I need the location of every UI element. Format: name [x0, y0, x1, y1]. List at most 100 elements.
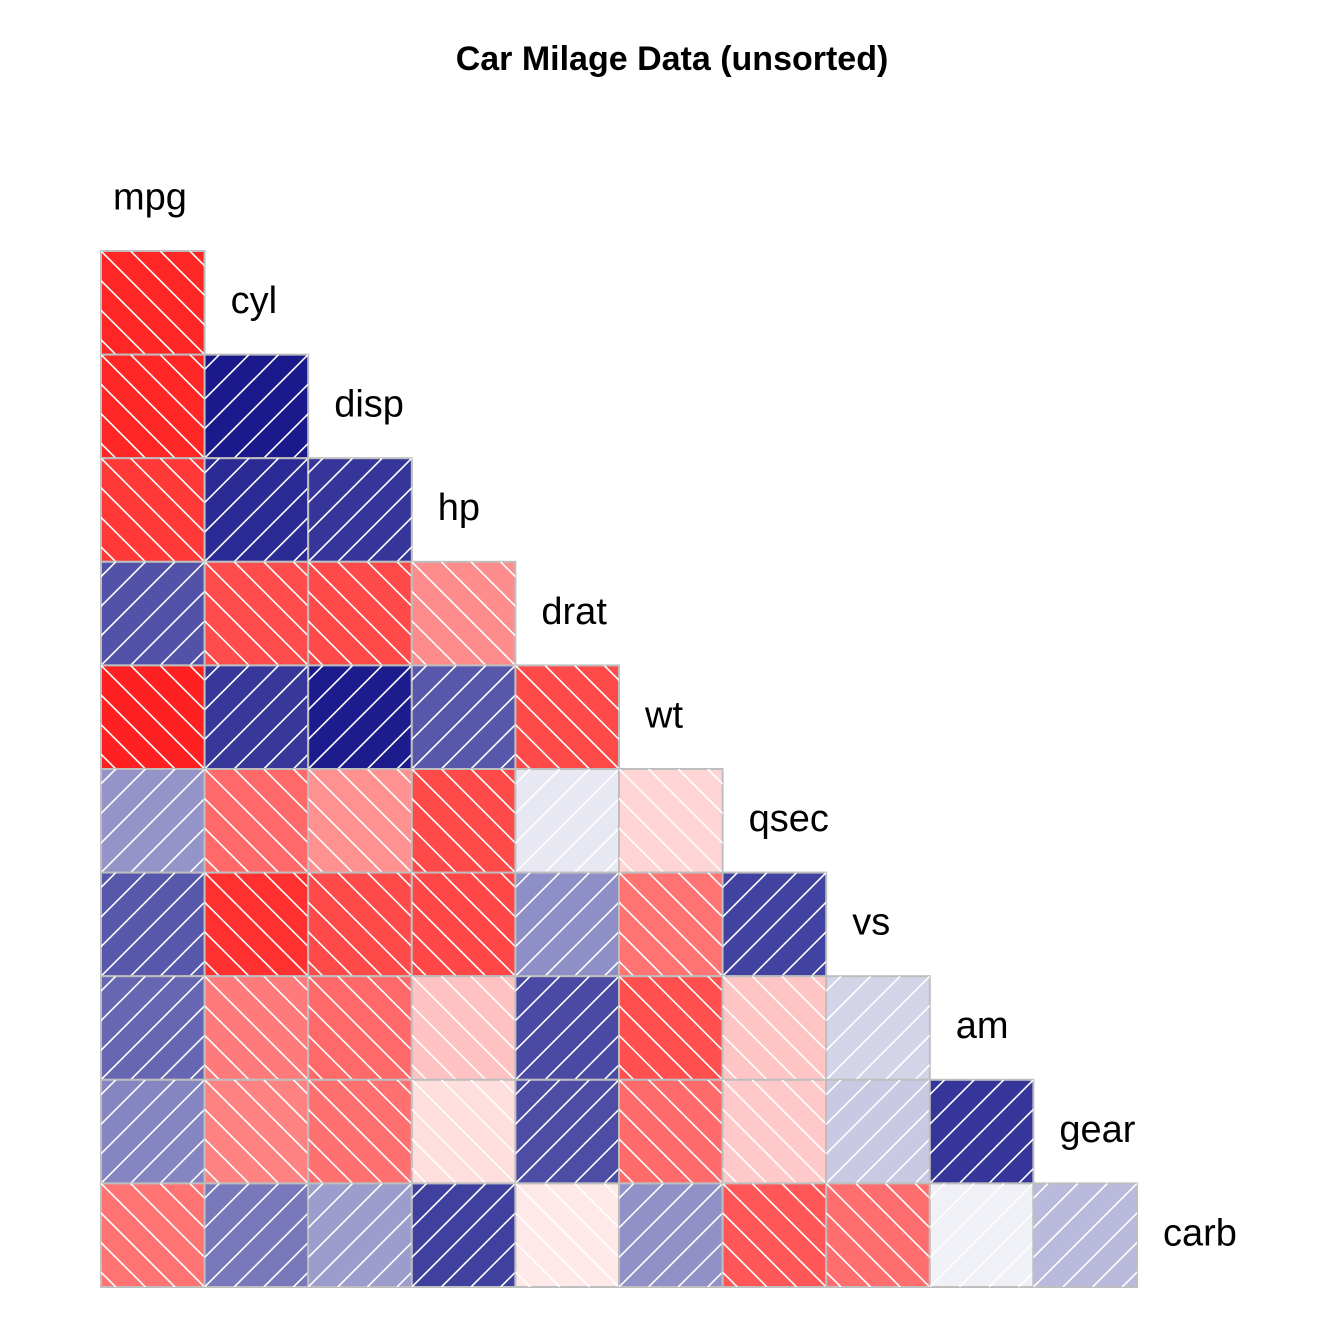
cell-carb-drat — [514, 1182, 621, 1289]
cell-wt-hp — [410, 664, 517, 771]
chart-title: Car Milage Data (unsorted) — [456, 40, 889, 78]
cell-gear-hp — [410, 1078, 517, 1185]
cell-hatch — [619, 1183, 723, 1288]
cell-hatch — [619, 1079, 723, 1184]
cell-hatch — [515, 976, 620, 1080]
cell-hatch — [308, 976, 412, 1080]
cell-am-vs — [825, 975, 931, 1081]
cell-hatch — [515, 872, 620, 977]
correlation-cells — [100, 250, 1139, 1289]
label-cyl: cyl — [231, 280, 277, 322]
cell-hatch — [411, 1079, 516, 1184]
cell-am-mpg — [100, 975, 206, 1081]
cell-carb-disp — [307, 1182, 413, 1289]
cell-drat-cyl — [203, 560, 310, 667]
cell-gear-disp — [307, 1078, 413, 1185]
cell-carb-wt — [618, 1182, 724, 1289]
cell-hatch — [411, 561, 516, 666]
cell-am-disp — [307, 975, 413, 1081]
cell-drat-disp — [307, 560, 413, 667]
cell-disp-mpg — [100, 353, 206, 460]
cell-hatch — [515, 1079, 620, 1184]
cell-hatch — [929, 1079, 1034, 1184]
cell-hatch — [722, 1079, 827, 1184]
cell-am-wt — [618, 975, 724, 1081]
cell-hatch — [101, 769, 205, 873]
variable-labels: mpg cyl disp hp drat wt qsec vs am gear carb — [113, 176, 1237, 1254]
cell-hatch — [411, 976, 516, 1080]
cell-hatch — [308, 1183, 412, 1288]
cell-carb-mpg — [100, 1182, 206, 1289]
cell-qsec-disp — [307, 768, 413, 874]
cell-hatch — [515, 665, 620, 770]
label-vs: vs — [852, 902, 890, 944]
cell-hatch — [1033, 1183, 1138, 1288]
cell-gear-cyl — [203, 1078, 310, 1185]
cell-wt-cyl — [203, 664, 310, 771]
cell-carb-cyl — [203, 1182, 310, 1289]
cell-hatch — [204, 665, 309, 770]
cell-carb-hp — [410, 1182, 517, 1289]
cell-hatch — [308, 665, 412, 770]
cell-hatch — [204, 354, 309, 459]
cell-gear-mpg — [100, 1078, 206, 1185]
cell-am-hp — [410, 975, 517, 1081]
label-wt: wt — [644, 694, 683, 736]
label-carb: carb — [1163, 1212, 1237, 1254]
cell-vs-hp — [410, 871, 517, 978]
label-disp: disp — [334, 384, 404, 426]
cell-hatch — [101, 1079, 205, 1184]
cell-vs-mpg — [100, 871, 206, 978]
cell-hatch — [101, 872, 205, 977]
cell-qsec-hp — [410, 768, 517, 874]
cell-hatch — [101, 976, 205, 1080]
cell-hatch — [101, 1183, 205, 1288]
cell-vs-cyl — [203, 871, 310, 978]
cell-drat-mpg — [100, 560, 206, 667]
cell-hatch — [515, 1183, 620, 1288]
cell-hatch — [826, 1079, 930, 1184]
cell-hatch — [619, 872, 723, 977]
cell-hatch — [204, 1079, 309, 1184]
cell-hatch — [308, 1079, 412, 1184]
label-drat: drat — [541, 591, 607, 633]
cell-vs-disp — [307, 871, 413, 978]
cell-hatch — [204, 769, 309, 873]
cell-hatch — [204, 976, 309, 1080]
cell-hatch — [204, 872, 309, 977]
cell-hatch — [411, 769, 516, 873]
cell-am-qsec — [721, 975, 828, 1081]
cell-cyl-mpg — [100, 250, 206, 356]
cell-hatch — [101, 458, 205, 562]
cell-hatch — [619, 976, 723, 1080]
cell-hatch — [515, 769, 620, 873]
cell-hatch — [308, 769, 412, 873]
cell-qsec-mpg — [100, 768, 206, 874]
label-am: am — [956, 1005, 1009, 1047]
label-gear: gear — [1059, 1109, 1135, 1151]
cell-hatch — [204, 1183, 309, 1288]
cell-carb-am — [928, 1182, 1035, 1289]
label-mpg: mpg — [113, 176, 187, 218]
cell-carb-gear — [1032, 1182, 1139, 1289]
cell-hatch — [411, 872, 516, 977]
cell-disp-cyl — [203, 353, 310, 460]
cell-vs-qsec — [721, 871, 828, 978]
cell-hatch — [308, 458, 412, 562]
cell-hatch — [204, 458, 309, 562]
cell-hatch — [204, 561, 309, 666]
cell-qsec-wt — [618, 768, 724, 874]
cell-hatch — [722, 1183, 827, 1288]
cell-hatch — [308, 561, 412, 666]
cell-hatch — [101, 354, 205, 459]
cell-hatch — [101, 561, 205, 666]
cell-hatch — [308, 872, 412, 977]
cell-hatch — [722, 872, 827, 977]
cell-wt-drat — [514, 664, 621, 771]
cell-hatch — [101, 251, 205, 355]
cell-carb-qsec — [721, 1182, 828, 1289]
cell-qsec-cyl — [203, 768, 310, 874]
cell-wt-disp — [307, 664, 413, 771]
label-qsec: qsec — [749, 798, 829, 840]
